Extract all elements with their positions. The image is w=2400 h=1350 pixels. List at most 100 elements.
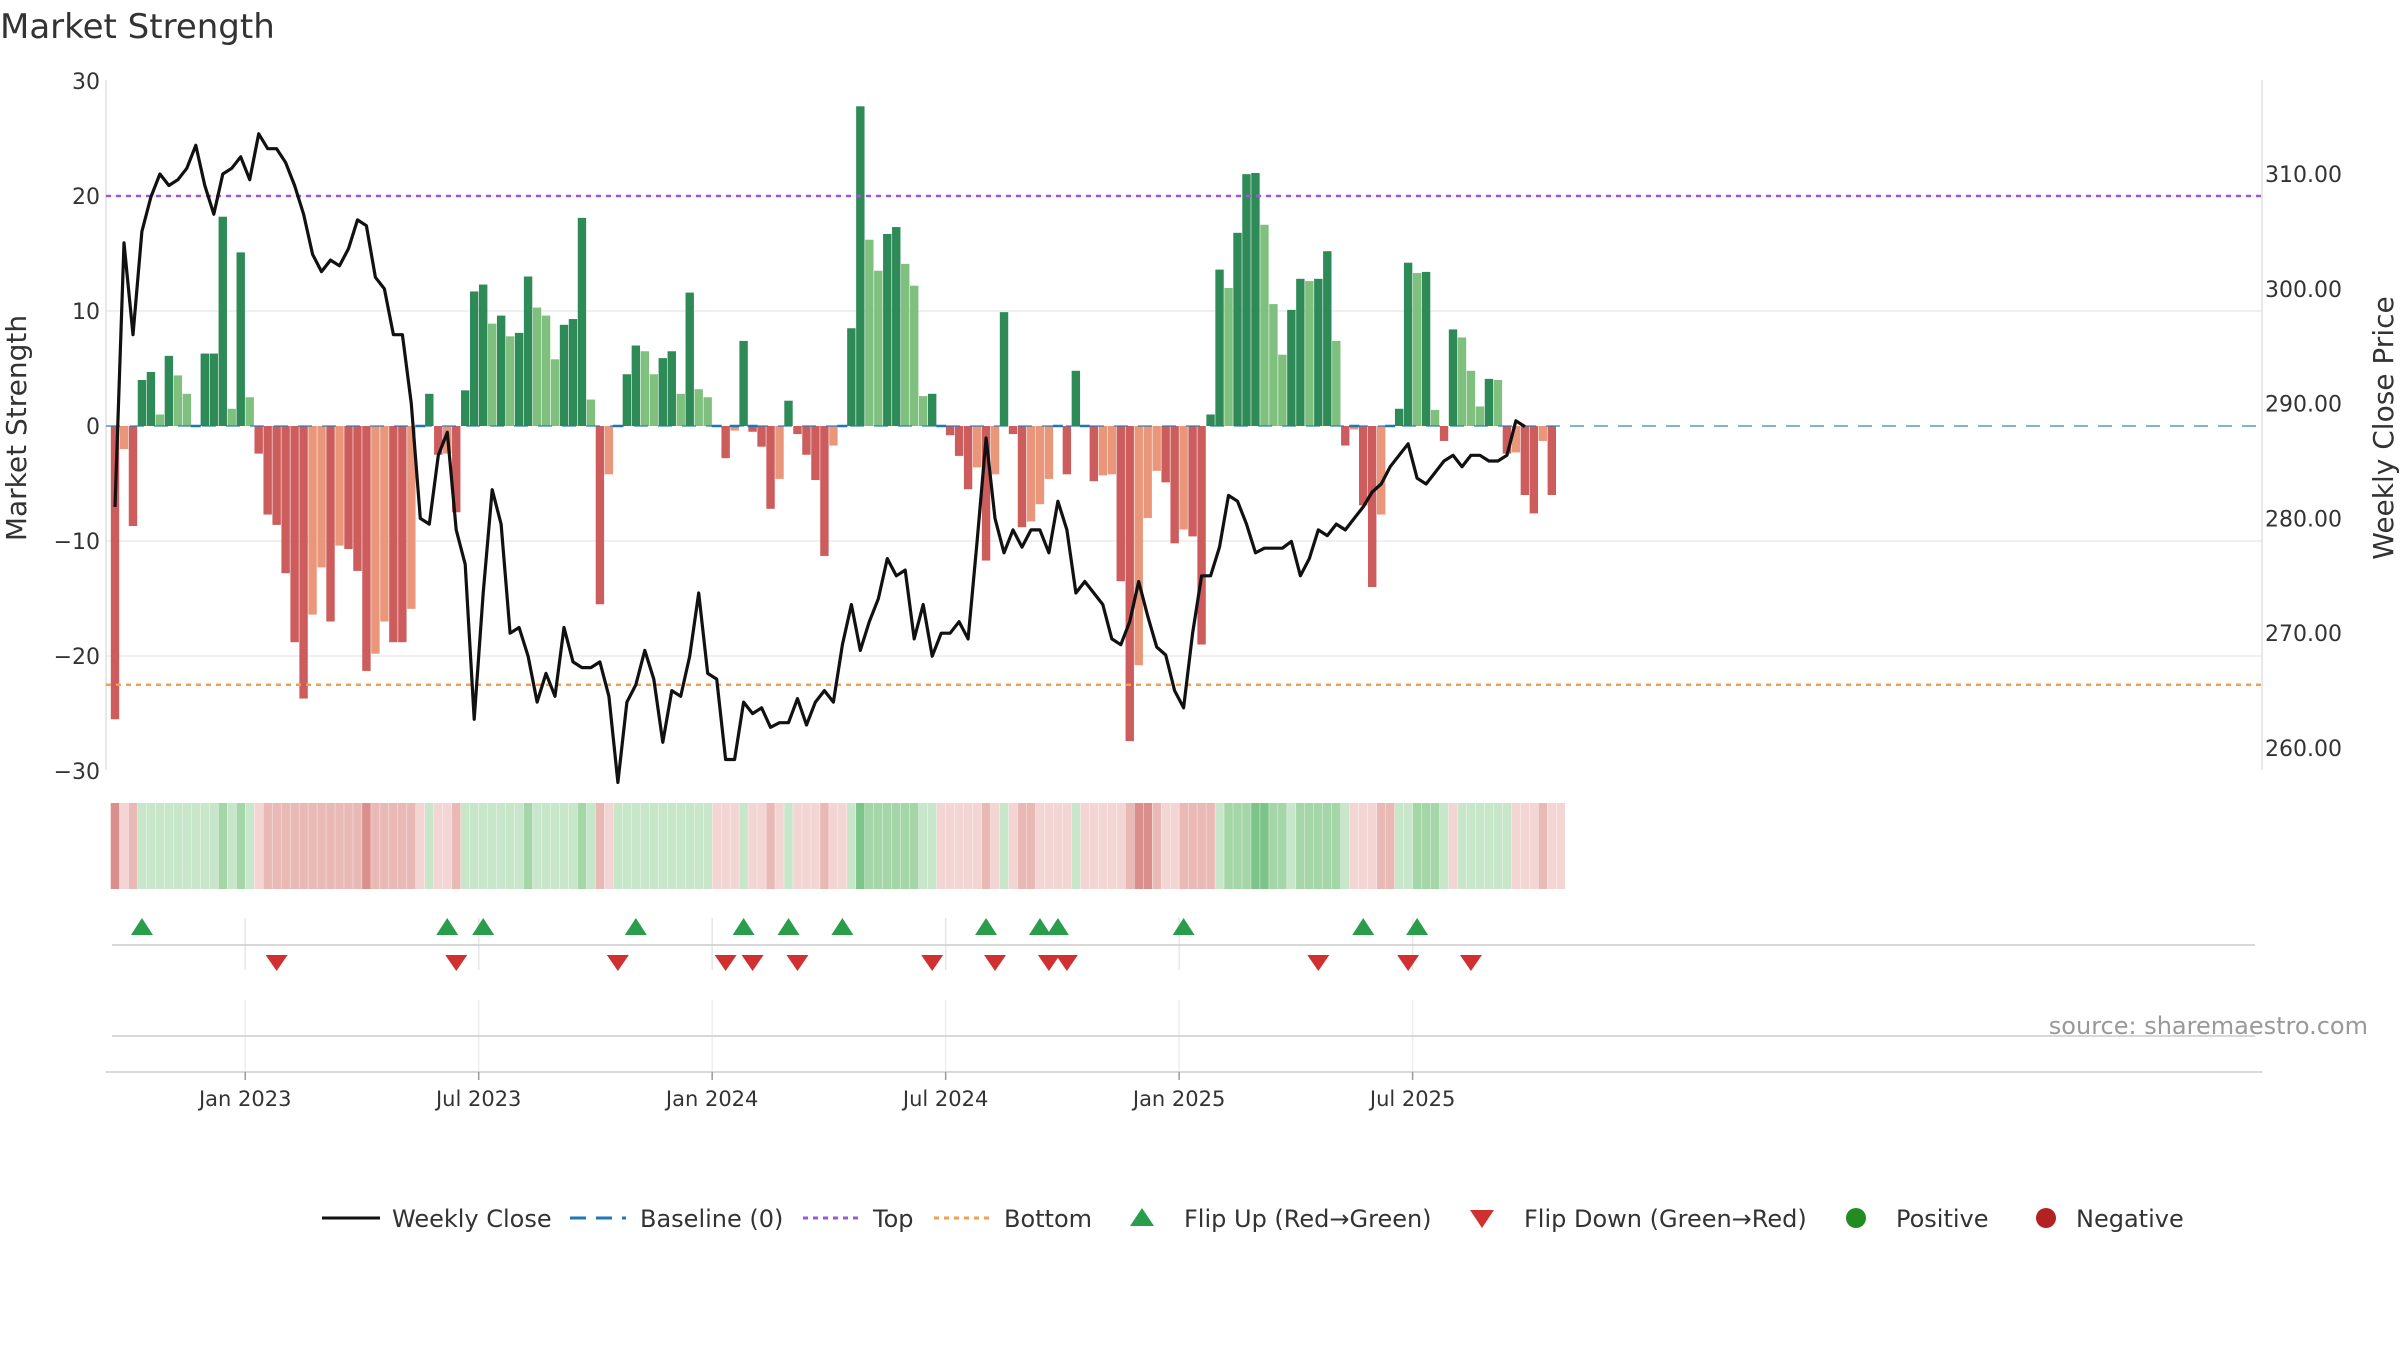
strip-cell [523,803,533,889]
strip-cell [236,803,246,889]
strength-bar [892,227,901,426]
flip-up-marker [624,918,647,935]
strength-bar [1026,426,1036,522]
strip-cell [227,803,237,889]
strength-bar [847,328,856,426]
x-tick-label: Jan 2024 [664,1087,759,1111]
legend-swatch [1470,1210,1494,1228]
strip-cell [353,803,362,889]
strength-bar [1062,426,1072,475]
strip-cell [703,803,712,889]
strength-bar [1332,340,1341,426]
strength-bar [649,374,658,426]
strength-bar [676,393,685,426]
strip-cell [425,803,434,889]
strip-cell [730,803,739,889]
flip-down-marker [1307,955,1330,971]
strength-bar [829,426,838,446]
strip-cell [649,803,659,889]
y2-tick-label: 290.00 [2265,393,2342,418]
strip-cell [1233,803,1242,889]
strength-bar [1251,173,1260,426]
flip-markers [130,918,1482,971]
strip-cell [1484,803,1494,889]
strength-bar [1323,251,1332,426]
strip-cell [1538,803,1548,889]
strength-bar [604,426,614,475]
strip-cell [838,803,847,889]
strip-cell [1511,803,1521,889]
strip-cell [1376,803,1386,889]
strip-cell [1017,803,1027,889]
strength-bar [1215,269,1224,426]
strip-cell [299,803,308,889]
strip-cell [1323,803,1332,889]
strength-bar [505,336,515,426]
strength-bar [1538,426,1548,441]
strength-bar [945,426,955,436]
strength-bar [739,340,748,426]
strength-bar [317,426,326,568]
strip-cell [1098,803,1108,889]
strength-bar [326,426,335,622]
strength-bar [523,276,533,426]
legend-swatch [2036,1208,2056,1228]
strip-cell [1547,803,1557,889]
strip-cell [146,803,156,889]
right-axis-ticks: 260.00 270.00 280.00 290.00 300.00 310.00 [2265,163,2342,762]
flip-up-marker [1046,918,1069,935]
legend-label: Negative [2076,1205,2184,1233]
strip-cell [532,803,542,889]
strip-cell [119,803,129,889]
flip-panel-grid [244,918,1414,1072]
strength-bar [1161,426,1170,483]
strength-bar [1430,409,1440,426]
strip-cell [451,803,461,889]
strength-bar [173,375,183,426]
strength-bar [308,426,317,615]
strength-bars [110,106,1556,742]
legend-item-bottom: Bottom [934,1205,1092,1233]
strength-bar [182,393,192,426]
strength-bar [227,408,236,426]
legend-item-negative: Negative [2036,1205,2184,1233]
strength-bar [1359,426,1368,506]
strength-bar [389,426,398,643]
strip-cell [460,803,470,889]
legend-label: Baseline (0) [640,1205,783,1233]
strip-cell [1448,803,1458,889]
strength-bar [865,239,874,426]
strength-bar [496,315,506,426]
strip-cell [1152,803,1161,889]
legend-label: Flip Up (Red→Green) [1184,1205,1432,1233]
strength-bar [784,400,793,426]
strength-heat-strip [110,803,1566,889]
legend-label: Weekly Close [392,1205,552,1233]
strip-cell [1269,803,1278,889]
strip-cell [1143,803,1152,889]
x-tick-label: Jul 2025 [1368,1087,1455,1111]
strip-cell [1493,803,1503,889]
strip-cell [1170,803,1179,889]
strength-bar [245,397,254,426]
strength-bar [721,426,730,459]
strength-bar [209,353,218,426]
strength-bar [1296,278,1305,426]
strength-bar [1457,337,1467,426]
y-tick-label: 0 [86,415,100,440]
strength-bar [272,426,281,525]
flip-up-marker [1028,918,1051,935]
strip-cell [856,803,865,889]
strip-cell [954,803,964,889]
strength-bar [1152,426,1161,471]
strip-cell [173,803,183,889]
strength-bar [1098,426,1107,476]
strip-cell [1215,803,1224,889]
flip-up-marker [1172,918,1195,935]
strip-cell [945,803,955,889]
strip-cell [712,803,721,889]
legend-item-baseline: Baseline (0) [570,1205,783,1233]
strength-bar [290,426,299,643]
